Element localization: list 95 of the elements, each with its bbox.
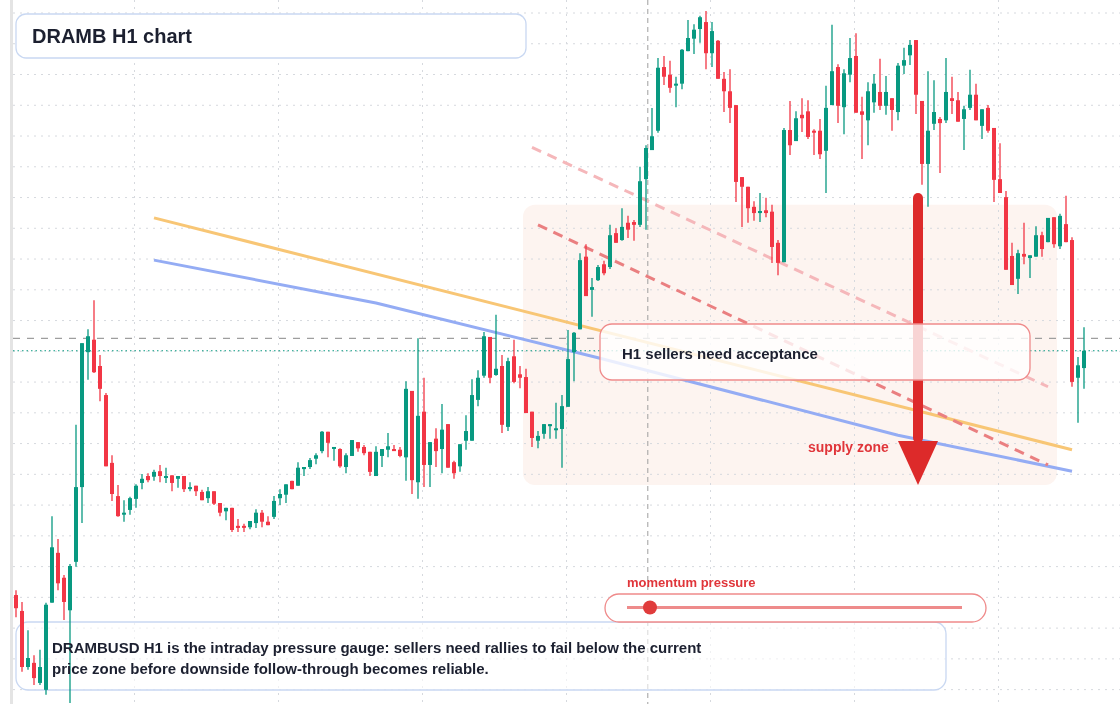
candlestick — [968, 69, 972, 111]
candlestick — [344, 452, 348, 474]
candlestick — [938, 116, 942, 174]
candlestick — [788, 100, 792, 156]
candlestick — [932, 79, 936, 131]
candlestick — [626, 215, 630, 239]
candlestick — [1040, 231, 1044, 258]
candlestick — [902, 47, 906, 75]
candlestick — [188, 481, 192, 492]
candlestick — [458, 443, 462, 473]
candlestick — [884, 75, 888, 116]
candlestick — [278, 488, 282, 506]
candlestick — [164, 467, 168, 484]
candlestick — [890, 97, 894, 132]
annotation: H1 sellers need acceptance — [622, 345, 818, 362]
candlestick — [476, 369, 480, 407]
candlestick — [518, 365, 522, 389]
candlestick — [956, 91, 960, 123]
candlestick — [986, 104, 990, 134]
candlestick — [326, 431, 330, 458]
candlestick — [158, 464, 162, 483]
candlestick — [230, 507, 234, 533]
candlestick — [98, 354, 102, 402]
candlestick — [368, 451, 372, 477]
candlestick — [242, 523, 246, 533]
candlestick — [764, 197, 768, 218]
candlestick — [632, 219, 636, 242]
candlestick — [692, 23, 696, 55]
candlestick — [176, 475, 180, 489]
candlestick — [710, 21, 714, 68]
candlestick — [848, 37, 852, 83]
candlestick — [134, 483, 138, 509]
candlestick — [32, 654, 36, 686]
annotation: momentum pressure — [627, 575, 756, 590]
text: DRAMB H1 chart — [32, 25, 193, 47]
candlestick — [794, 110, 798, 142]
candlestick — [1064, 195, 1068, 243]
candlestick — [26, 629, 30, 671]
candlestick — [1076, 356, 1080, 424]
candlestick — [590, 277, 594, 318]
candlestick — [554, 402, 558, 440]
candlestick — [536, 430, 540, 449]
candlestick — [254, 508, 258, 529]
candlestick — [392, 444, 396, 452]
candlestick — [320, 430, 324, 454]
candlestick — [122, 499, 126, 523]
candlestick — [872, 73, 876, 114]
candlestick — [284, 483, 288, 504]
candlestick — [1022, 222, 1026, 265]
candlestick — [332, 446, 336, 462]
candlestick — [662, 55, 666, 86]
candlestick — [236, 518, 240, 533]
candlestick — [752, 200, 756, 222]
candlestick — [758, 192, 762, 223]
candlestick — [950, 76, 954, 115]
candlestick — [812, 128, 816, 156]
candlestick — [440, 403, 444, 474]
band-label: supply zone — [808, 439, 890, 456]
candlestick — [674, 76, 678, 108]
candlestick — [560, 394, 564, 469]
candlestick — [548, 423, 552, 440]
candlestick — [728, 68, 732, 124]
candlestick — [338, 447, 342, 469]
candlestick — [14, 589, 18, 618]
candlestick — [38, 649, 42, 686]
candlestick — [140, 473, 144, 490]
candlestick — [464, 414, 468, 451]
candlestick — [980, 108, 984, 140]
candlestick — [818, 118, 822, 160]
candlestick — [722, 71, 726, 113]
candlestick — [380, 448, 384, 468]
candlestick — [698, 15, 702, 44]
candlestick — [116, 484, 120, 518]
candlestick — [686, 19, 690, 52]
candlestick — [668, 60, 672, 94]
candlestick — [296, 461, 300, 487]
candlestick — [776, 239, 780, 276]
candlestick — [908, 39, 912, 66]
candlestick — [494, 314, 498, 377]
candlestick — [302, 466, 306, 477]
candlestick — [740, 176, 744, 228]
candlestick — [314, 452, 318, 465]
candlestick — [650, 107, 654, 151]
candlestick — [620, 207, 624, 242]
candlestick — [878, 58, 882, 111]
candlestick — [434, 427, 438, 468]
candlestick — [962, 105, 966, 151]
candlestick — [272, 495, 276, 520]
candlestick — [998, 142, 1002, 194]
candlestick — [428, 441, 432, 488]
candlestick — [746, 186, 750, 224]
candlestick — [860, 96, 864, 160]
candlestick — [1028, 254, 1032, 279]
candlestick — [386, 432, 390, 458]
candlestick — [1034, 225, 1038, 258]
